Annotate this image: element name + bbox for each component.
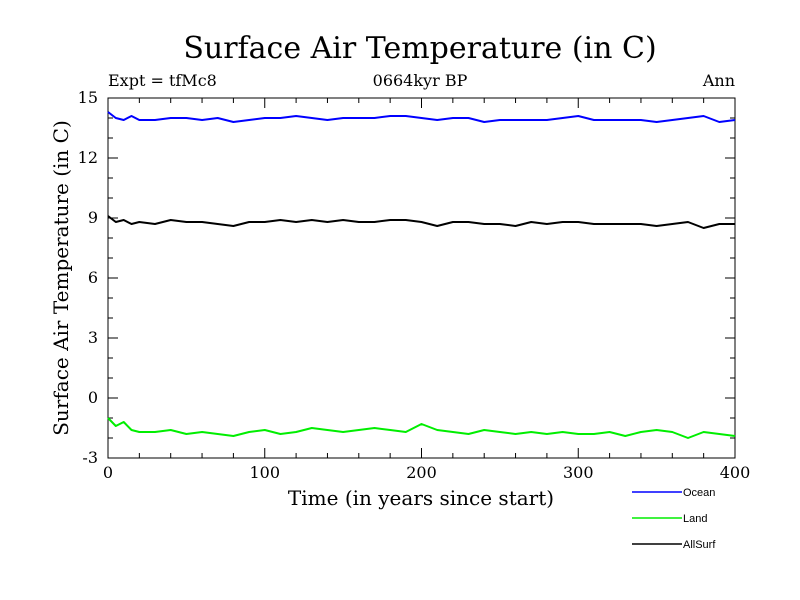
y-axis-label: Surface Air Temperature (in C) — [49, 120, 73, 436]
x-axis-label: Time (in years since start) — [288, 486, 554, 510]
legend-item-allsurf: AllSurf — [632, 539, 716, 551]
period-label: Ann — [702, 71, 735, 90]
major-ticks — [107, 97, 736, 459]
x-tick-label: 200 — [406, 463, 437, 482]
x-tick-label: 300 — [563, 463, 594, 482]
x-tick-label: 400 — [720, 463, 751, 482]
legend-item-land: Land — [632, 513, 707, 525]
legend-label: Land — [683, 513, 707, 525]
tick-labels: 0 100 200 300 400 -3 0 3 6 9 12 15 — [78, 88, 751, 482]
series-lines — [107, 111, 736, 439]
legend-label: AllSurf — [683, 539, 716, 551]
y-tick-label: 3 — [88, 328, 98, 347]
legend: Ocean Land AllSurf — [632, 487, 716, 551]
y-tick-label: -3 — [82, 448, 98, 467]
experiment-label: Expt = tfMc8 — [108, 71, 217, 90]
y-tick-label: 6 — [88, 268, 98, 287]
plot-frame — [107, 97, 736, 459]
series-line-land — [107, 417, 736, 439]
x-tick-label: 100 — [249, 463, 280, 482]
y-tick-label: 12 — [78, 148, 98, 167]
chart-subtitle: 0664kyr BP — [373, 71, 468, 90]
legend-label: Ocean — [683, 487, 715, 499]
y-tick-label: 0 — [88, 388, 98, 407]
chart-title: Surface Air Temperature (in C) — [183, 31, 656, 66]
x-tick-label: 0 — [103, 463, 113, 482]
y-tick-label: 15 — [78, 88, 98, 107]
legend-item-ocean: Ocean — [632, 487, 715, 499]
y-tick-label: 9 — [88, 208, 98, 227]
series-line-allsurf — [107, 215, 735, 229]
minor-ticks — [108, 98, 735, 458]
series-line-ocean — [107, 111, 736, 123]
